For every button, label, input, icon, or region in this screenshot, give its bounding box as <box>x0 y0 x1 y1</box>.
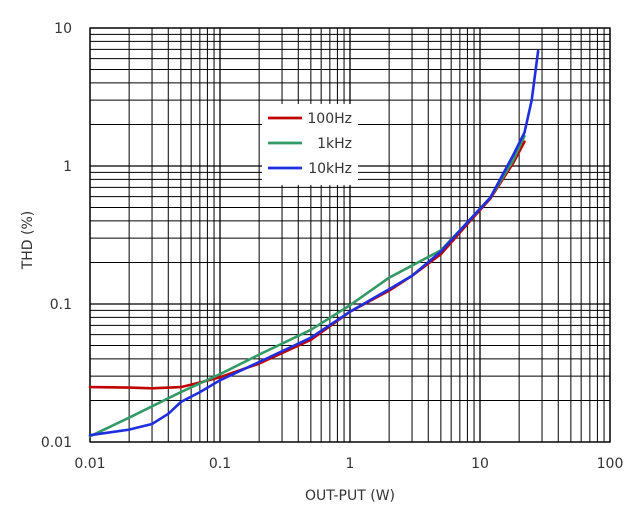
x-axis-label: OUT-PUT (W) <box>305 488 395 504</box>
y-tick-label: 1 <box>63 159 72 175</box>
x-tick-label: 100 <box>597 456 624 472</box>
series-line-10khz <box>88 49 540 437</box>
legend-label: 10kHz <box>308 161 352 177</box>
legend-label: 1kHz <box>317 136 352 152</box>
y-tick-label: 0.01 <box>41 435 72 451</box>
legend-label: 100Hz <box>307 111 352 127</box>
x-tick-label: 0.01 <box>74 456 105 472</box>
y-axis-label: THD (%) <box>20 211 36 271</box>
x-tick-label: 1 <box>346 456 355 472</box>
plot-frame <box>89 27 611 443</box>
y-tick-label: 10 <box>54 21 72 37</box>
x-tick-label: 0.1 <box>209 456 231 472</box>
y-tick-label: 0.1 <box>50 297 72 313</box>
x-tick-label: 10 <box>471 456 489 472</box>
